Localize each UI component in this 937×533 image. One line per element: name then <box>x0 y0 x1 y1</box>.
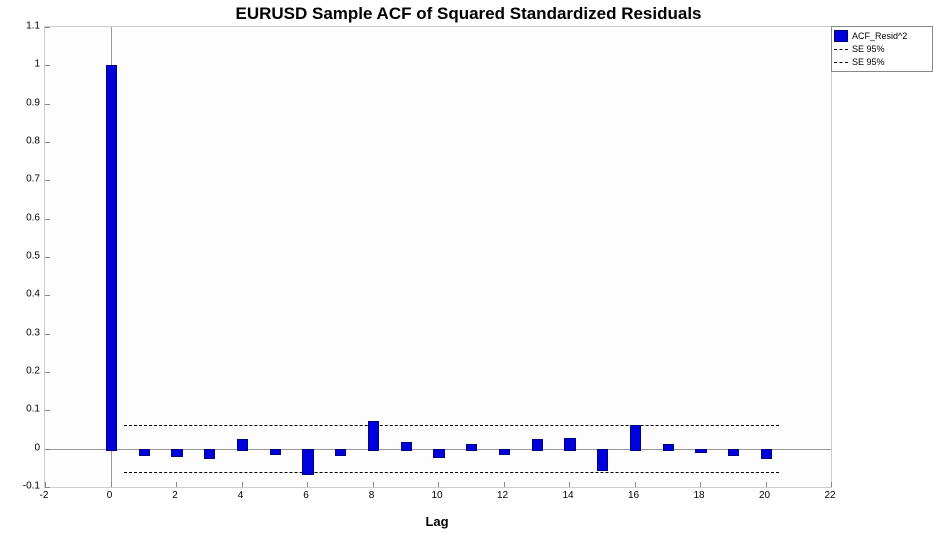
x-tick-mark <box>307 482 308 487</box>
legend-item: ACF_Resid^2 <box>834 30 930 42</box>
chart-container: EURUSD Sample ACF of Squared Standardize… <box>0 0 937 533</box>
acf-bar <box>106 65 117 450</box>
y-tick-mark <box>45 219 50 220</box>
y-tick-label: 1.1 <box>6 21 40 32</box>
acf-bar <box>401 442 412 451</box>
legend: ACF_Resid^2 SE 95% SE 95% <box>831 26 933 72</box>
x-tick-mark <box>569 482 570 487</box>
acf-bar <box>564 438 575 450</box>
acf-bar <box>728 449 739 457</box>
x-tick-label: 12 <box>491 490 515 501</box>
y-tick-mark <box>45 257 50 258</box>
y-tick-mark <box>45 449 50 450</box>
y-tick-label: 0.7 <box>6 174 40 185</box>
x-tick-mark <box>504 482 505 487</box>
x-tick-label: -2 <box>32 490 56 501</box>
legend-item: SE 95% <box>834 56 930 68</box>
y-tick-mark <box>45 334 50 335</box>
x-tick-mark <box>176 482 177 487</box>
legend-label: SE 95% <box>852 43 885 55</box>
x-tick-mark <box>242 482 243 487</box>
y-tick-label: 0.2 <box>6 366 40 377</box>
acf-bar <box>630 425 641 451</box>
y-tick-mark <box>45 487 50 488</box>
acf-bar <box>171 449 182 458</box>
x-axis-label: Lag <box>44 514 830 529</box>
x-tick-label: 22 <box>818 490 842 501</box>
x-tick-label: 8 <box>360 490 384 501</box>
y-tick-mark <box>45 104 50 105</box>
x-tick-label: 16 <box>622 490 646 501</box>
y-tick-mark <box>45 295 50 296</box>
x-tick-label: 10 <box>425 490 449 501</box>
se-lower-line <box>124 472 779 473</box>
x-tick-mark <box>635 482 636 487</box>
acf-bar <box>204 449 215 459</box>
legend-item: SE 95% <box>834 43 930 55</box>
legend-swatch-dash <box>834 62 848 63</box>
x-tick-mark <box>831 482 832 487</box>
acf-bar <box>139 449 150 456</box>
acf-bar <box>663 444 674 450</box>
acf-bar <box>433 449 444 459</box>
x-tick-label: 6 <box>294 490 318 501</box>
acf-bar <box>270 449 281 456</box>
x-tick-mark <box>438 482 439 487</box>
y-tick-mark <box>45 142 50 143</box>
x-tick-label: 0 <box>98 490 122 501</box>
x-tick-mark <box>700 482 701 487</box>
legend-label: ACF_Resid^2 <box>852 30 907 42</box>
x-tick-label: 4 <box>229 490 253 501</box>
y-tick-mark <box>45 65 50 66</box>
acf-bar <box>695 449 706 454</box>
chart-title: EURUSD Sample ACF of Squared Standardize… <box>0 4 937 24</box>
y-tick-label: 0.6 <box>6 212 40 223</box>
x-tick-mark <box>111 482 112 487</box>
x-tick-label: 20 <box>753 490 777 501</box>
acf-bar <box>368 421 379 450</box>
y-tick-label: 1 <box>6 59 40 70</box>
legend-label: SE 95% <box>852 56 885 68</box>
legend-swatch-dash <box>834 49 848 50</box>
y-tick-label: 0.9 <box>6 97 40 108</box>
y-tick-label: 0.3 <box>6 327 40 338</box>
legend-swatch-bar <box>834 30 848 42</box>
y-tick-label: 0.4 <box>6 289 40 300</box>
y-tick-mark <box>45 372 50 373</box>
x-tick-mark <box>766 482 767 487</box>
acf-bar <box>597 449 608 471</box>
x-tick-mark <box>45 482 46 487</box>
y-tick-label: 0 <box>6 442 40 453</box>
acf-bar <box>237 439 248 450</box>
acf-bar <box>466 444 477 451</box>
y-tick-label: 0.8 <box>6 136 40 147</box>
x-tick-label: 14 <box>556 490 580 501</box>
x-tick-label: 2 <box>163 490 187 501</box>
acf-bar <box>302 449 313 476</box>
acf-bar <box>499 449 510 456</box>
se-upper-line <box>124 425 779 426</box>
y-tick-mark <box>45 180 50 181</box>
y-tick-label: 0.5 <box>6 251 40 262</box>
acf-bar <box>532 439 543 450</box>
x-tick-mark <box>373 482 374 487</box>
y-tick-mark <box>45 27 50 28</box>
x-tick-label: 18 <box>687 490 711 501</box>
y-tick-label: 0.1 <box>6 404 40 415</box>
y-tick-mark <box>45 410 50 411</box>
acf-bar <box>335 449 346 456</box>
acf-bar <box>761 449 772 459</box>
plot-area <box>44 26 832 488</box>
